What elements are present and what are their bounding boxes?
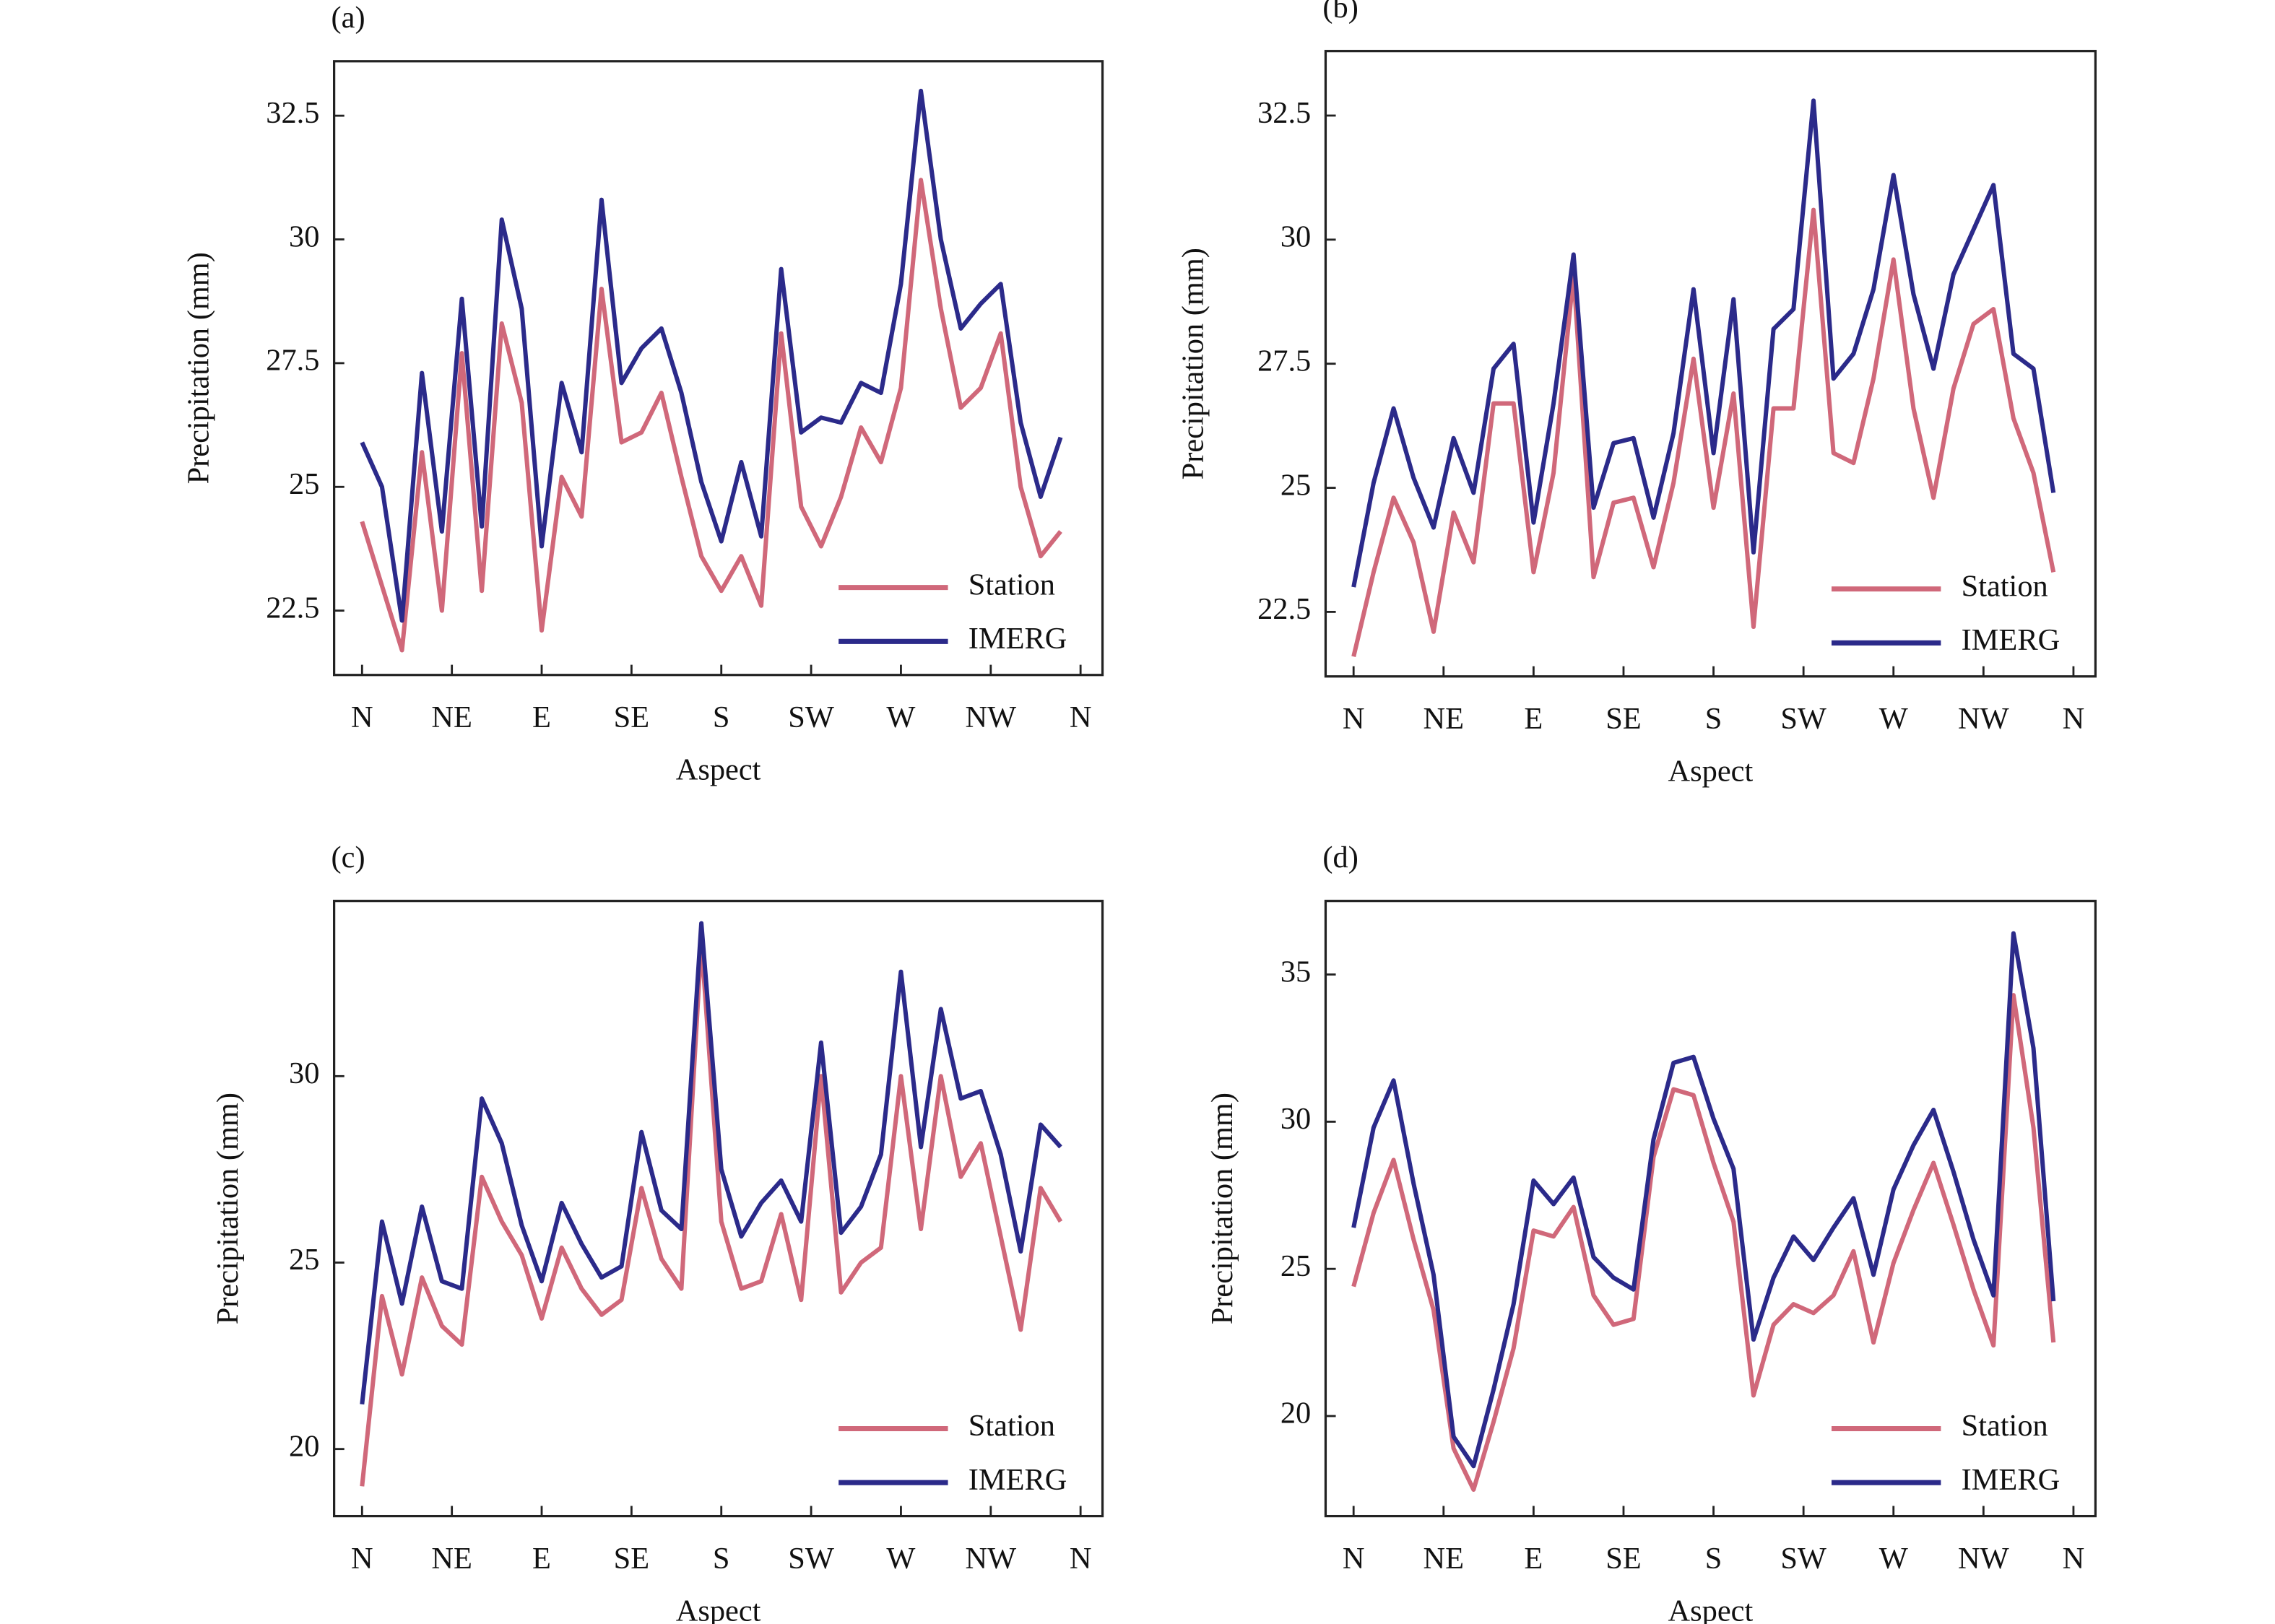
data-line: [360, 88, 1063, 623]
x-tick-label: W: [886, 1542, 915, 1576]
x-tick-label: N: [351, 700, 373, 734]
x-tick-label: S: [1705, 1542, 1722, 1576]
x-tick-label: SE: [614, 1542, 649, 1576]
x-tick-label: SW: [1780, 702, 1826, 736]
y-axis-label: Precipitation (mm): [211, 1093, 245, 1324]
legend-label: Station: [1962, 569, 2048, 603]
x-tick-label: E: [1524, 702, 1543, 736]
x-axis-label: Aspect: [1668, 755, 1754, 789]
y-tick-label: 32.5: [266, 96, 319, 130]
y-tick-label: 20: [289, 1429, 319, 1463]
x-tick-label: SW: [1780, 1542, 1826, 1576]
y-tick-label: 30: [1280, 1102, 1311, 1136]
legend-label: IMERG: [1962, 1463, 2060, 1497]
data-line: [360, 178, 1062, 653]
data-line: [360, 939, 1063, 1487]
y-tick-label: 35: [1280, 955, 1311, 989]
x-tick-label: E: [532, 1542, 551, 1576]
data-line: [1351, 993, 2056, 1492]
legend-label: IMERG: [968, 622, 1067, 656]
x-tick-label: N: [1070, 1542, 1092, 1576]
y-axis-label: Precipitation (mm): [182, 252, 216, 484]
x-axis-label: Aspect: [676, 1594, 761, 1624]
y-tick-label: 22.5: [266, 591, 319, 625]
legend-label: IMERG: [968, 1463, 1067, 1497]
y-tick-label: 25: [1280, 1249, 1311, 1283]
y-tick-label: 27.5: [266, 344, 319, 378]
x-tick-label: NW: [965, 1542, 1016, 1576]
y-axis-label: Precipitation (mm): [1205, 1093, 1239, 1324]
x-tick-label: NE: [1424, 1542, 1464, 1576]
legend-label: Station: [1962, 1409, 2048, 1443]
x-tick-label: S: [1705, 702, 1722, 736]
x-tick-label: SE: [1606, 1542, 1641, 1576]
panel-label: (b): [1322, 0, 1358, 25]
x-tick-label: N: [1343, 702, 1365, 736]
x-tick-label: S: [713, 1542, 730, 1576]
x-tick-label: N: [2063, 702, 2085, 736]
x-tick-label: E: [532, 700, 551, 734]
axes-frame: [332, 900, 1104, 1518]
y-tick-label: 25: [289, 1243, 319, 1277]
data-line: [1351, 931, 2056, 1469]
x-tick-label: W: [1879, 1542, 1908, 1576]
x-axis-label: Aspect: [1668, 1594, 1754, 1624]
y-tick-label: 20: [1280, 1397, 1311, 1430]
x-tick-label: N: [2063, 1542, 2085, 1576]
legend-label: IMERG: [1962, 623, 2060, 657]
y-tick-label: 25: [1280, 468, 1311, 502]
y-tick-label: 30: [1280, 220, 1311, 254]
x-tick-label: NW: [1958, 702, 2009, 736]
data-line: [1351, 207, 2056, 657]
y-tick-label: 30: [289, 220, 319, 253]
y-tick-label: 27.5: [1257, 344, 1311, 378]
y-tick-label: 30: [289, 1056, 319, 1090]
x-tick-label: NE: [1424, 702, 1464, 736]
x-tick-label: SW: [788, 700, 834, 734]
x-tick-label: W: [1879, 702, 1908, 736]
x-tick-label: NE: [431, 1542, 472, 1576]
axes-frame: [332, 60, 1104, 677]
x-tick-label: SE: [614, 700, 649, 734]
x-tick-label: N: [351, 1542, 373, 1576]
x-tick-label: N: [1070, 700, 1092, 734]
x-tick-label: W: [886, 700, 915, 734]
x-tick-label: SE: [1606, 702, 1641, 736]
legend-label: Station: [968, 1409, 1055, 1443]
x-tick-label: SW: [788, 1542, 834, 1576]
data-line: [1351, 98, 2056, 588]
x-tick-label: NW: [965, 700, 1016, 734]
y-tick-label: 25: [289, 467, 319, 501]
x-tick-label: NW: [1958, 1542, 2009, 1576]
legend-label: Station: [968, 568, 1055, 602]
panel-label: (d): [1322, 841, 1358, 874]
axes-frame: [1324, 50, 2097, 678]
y-tick-label: 22.5: [1257, 592, 1311, 626]
x-axis-label: Aspect: [676, 753, 761, 787]
y-axis-label: Precipitation (mm): [1176, 248, 1210, 479]
x-tick-label: S: [713, 700, 730, 734]
data-line: [360, 921, 1062, 1405]
x-tick-label: NE: [431, 700, 472, 734]
x-tick-label: E: [1524, 1542, 1543, 1576]
x-tick-label: N: [1343, 1542, 1365, 1576]
panel-label: (a): [332, 1, 365, 35]
panel-label: (c): [332, 841, 365, 874]
axes-frame: [1324, 900, 2097, 1518]
y-tick-label: 32.5: [1257, 96, 1311, 130]
